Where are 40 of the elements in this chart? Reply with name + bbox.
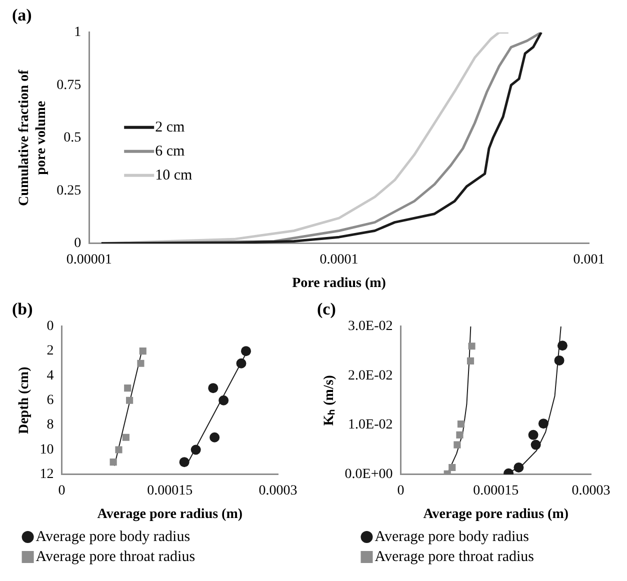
y-tick-label: 1 — [74, 25, 82, 40]
chart-title: (c) — [317, 300, 336, 319]
legend-label: Average pore body radius — [36, 528, 190, 545]
y-tick-label: 12 — [40, 467, 54, 482]
x-axis-title: Pore radius (m) — [292, 276, 386, 292]
x-axis-title: Average pore radius (m) — [423, 507, 569, 522]
y-tick-label: 0.75 — [56, 78, 82, 93]
y-tick-label: 0.0E+00 — [344, 467, 393, 482]
y-tick-label: 4 — [46, 368, 54, 384]
y-axis-title: Depth (cm) — [17, 366, 32, 434]
legend-label: Average pore throat radius — [36, 548, 196, 565]
legend-label: 10 cm — [155, 167, 193, 184]
chart-title: (a) — [12, 6, 32, 25]
y-axis-title: Cumulative fraction of pore volume — [17, 70, 49, 206]
y-tick-label: 3.0E-02 — [348, 319, 393, 334]
legend-label: Average pore throat radius — [374, 548, 534, 565]
y-tick-label: 6 — [46, 393, 54, 408]
legend-label: 2 cm — [155, 119, 186, 136]
y-tick-label: 0 — [74, 236, 82, 252]
y-tick-label: 10 — [40, 442, 54, 458]
y-tick-label: 0.5 — [64, 130, 82, 146]
y-tick-label: 2 — [46, 344, 54, 359]
y-tick-label: 0.25 — [56, 183, 82, 198]
legend-label: Average pore body radius — [374, 528, 530, 545]
x-tick-label: 0 — [397, 483, 404, 498]
x-tick-label: 0.0001 — [320, 252, 358, 268]
y-axis-title: Kₕ (m/s) — [322, 374, 338, 426]
y-tick-label: 2.0E-02 — [348, 368, 393, 384]
y-tick-label: 0 — [46, 319, 54, 334]
x-tick-label: 0.001 — [573, 252, 605, 268]
x-tick-label: 0.00015 — [147, 483, 193, 498]
x-axis-title: Average pore radius (m) — [97, 507, 243, 522]
x-tick-label: 0.0003 — [572, 483, 610, 498]
legend-label: 6 cm — [155, 143, 186, 160]
x-tick-label: 0.0003 — [258, 483, 298, 498]
chart-title: (b) — [12, 300, 33, 319]
x-tick-label: 0.00001 — [66, 252, 112, 268]
y-tick-label: 8 — [46, 418, 54, 433]
x-tick-label: 0.00015 — [473, 483, 519, 498]
y-tick-label: 1.0E-02 — [348, 418, 393, 433]
